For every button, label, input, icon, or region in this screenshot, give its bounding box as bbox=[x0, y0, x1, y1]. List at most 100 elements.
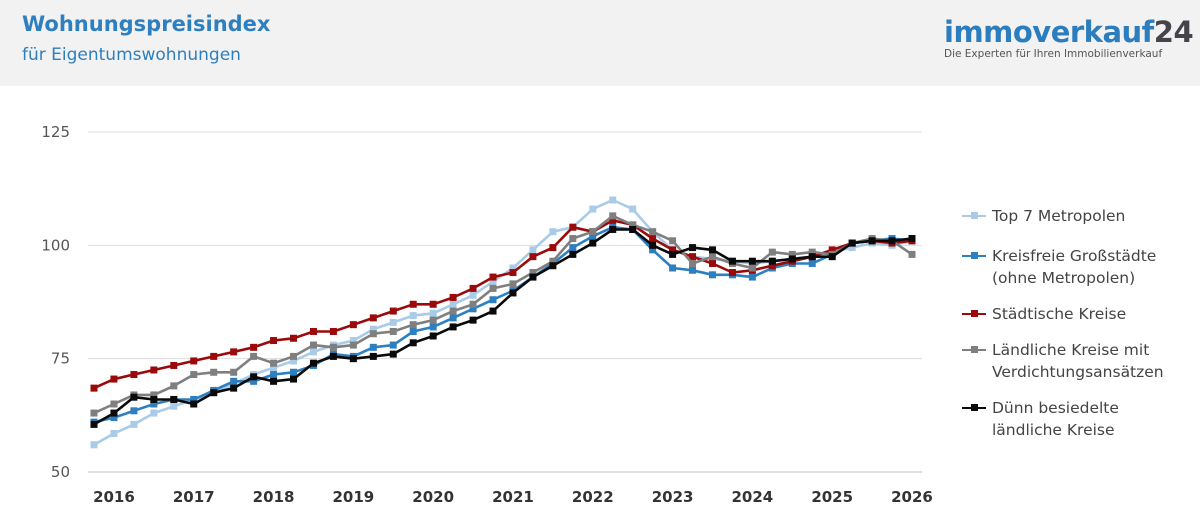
legend-item: Dünn besiedelte ländliche Kreise bbox=[962, 397, 1192, 441]
x-tick-label: 2020 bbox=[412, 488, 454, 506]
data-point bbox=[609, 216, 617, 224]
data-point bbox=[389, 307, 397, 315]
data-point bbox=[349, 355, 357, 363]
data-point bbox=[309, 341, 317, 349]
data-point bbox=[788, 250, 796, 258]
data-point bbox=[489, 278, 497, 286]
legend-swatch bbox=[962, 252, 986, 259]
data-point bbox=[669, 250, 677, 258]
x-tick-label: 2016 bbox=[93, 488, 135, 506]
data-point bbox=[369, 325, 377, 333]
data-point bbox=[649, 246, 657, 254]
data-point bbox=[808, 253, 816, 261]
data-point bbox=[728, 269, 736, 277]
legend-label: Top 7 Metropolen bbox=[992, 207, 1126, 225]
legend-swatch bbox=[962, 346, 986, 353]
data-point bbox=[290, 357, 298, 365]
data-point bbox=[290, 368, 298, 376]
data-point bbox=[689, 266, 697, 274]
legend-swatch bbox=[962, 310, 986, 317]
data-point bbox=[748, 257, 756, 265]
legend-swatch bbox=[962, 404, 986, 411]
data-point bbox=[908, 235, 916, 243]
legend-label: Städtische Kreise bbox=[992, 305, 1127, 323]
data-point bbox=[529, 273, 537, 281]
data-point bbox=[150, 391, 158, 399]
data-point bbox=[230, 368, 238, 376]
data-point bbox=[230, 384, 238, 392]
data-point bbox=[589, 228, 597, 236]
y-axis-ticks: 50 75 100 125 bbox=[41, 123, 70, 481]
data-point bbox=[190, 400, 198, 408]
data-point bbox=[369, 330, 377, 338]
x-tick-label: 2019 bbox=[332, 488, 374, 506]
data-point bbox=[150, 366, 158, 374]
data-point bbox=[728, 257, 736, 265]
data-point bbox=[170, 361, 178, 369]
x-tick-label: 2024 bbox=[732, 488, 774, 506]
data-point bbox=[230, 377, 238, 385]
data-point bbox=[130, 407, 138, 415]
legend-item: Städtische Kreise bbox=[962, 303, 1192, 325]
data-point bbox=[270, 377, 278, 385]
data-point bbox=[230, 348, 238, 356]
data-point bbox=[290, 375, 298, 383]
legend-item: Kreisfreie Großstädte (ohne Metropolen) bbox=[962, 245, 1192, 289]
data-point bbox=[489, 273, 497, 281]
y-tick-label: 100 bbox=[41, 236, 70, 254]
data-point bbox=[449, 323, 457, 331]
data-point bbox=[569, 223, 577, 231]
data-point bbox=[848, 244, 856, 252]
data-point bbox=[449, 307, 457, 315]
data-point bbox=[449, 300, 457, 308]
data-point bbox=[808, 248, 816, 256]
x-tick-label: 2017 bbox=[173, 488, 215, 506]
data-point bbox=[888, 237, 896, 245]
data-point bbox=[270, 364, 278, 372]
data-point bbox=[309, 359, 317, 367]
data-point bbox=[449, 293, 457, 301]
data-point bbox=[290, 352, 298, 360]
x-axis-ticks: 2016 2017 2018 2019 2020 2021 2022 2023 2024 2025… bbox=[93, 488, 933, 506]
data-point bbox=[549, 244, 557, 252]
y-tick-label: 125 bbox=[41, 123, 70, 141]
data-point bbox=[130, 393, 138, 401]
data-point bbox=[509, 289, 517, 297]
data-point bbox=[469, 284, 477, 292]
data-point bbox=[429, 316, 437, 324]
data-point bbox=[609, 225, 617, 233]
data-point bbox=[649, 228, 657, 236]
data-point bbox=[409, 300, 417, 308]
data-point bbox=[469, 300, 477, 308]
data-point bbox=[469, 316, 477, 324]
data-point bbox=[649, 241, 657, 249]
data-point bbox=[329, 343, 337, 351]
data-point bbox=[409, 321, 417, 329]
data-point bbox=[589, 232, 597, 240]
data-point bbox=[649, 235, 657, 243]
data-point bbox=[130, 371, 138, 379]
chart-title: Wohnungspreisindex bbox=[22, 12, 271, 36]
data-point bbox=[170, 395, 178, 403]
data-point bbox=[449, 314, 457, 322]
header-bar bbox=[0, 0, 1200, 86]
data-point bbox=[90, 409, 98, 417]
data-point bbox=[768, 248, 776, 256]
chart-subtitle: für Eigentumswohnungen bbox=[22, 45, 241, 65]
data-point bbox=[748, 273, 756, 281]
data-point bbox=[848, 239, 856, 247]
data-point bbox=[868, 237, 876, 245]
data-point bbox=[509, 280, 517, 288]
series-line bbox=[93, 198, 913, 446]
data-point bbox=[569, 250, 577, 258]
data-point bbox=[349, 337, 357, 345]
data-point bbox=[250, 377, 258, 385]
data-point bbox=[768, 262, 776, 270]
legend-label: Ländliche Kreise mit Verdichtungsansätze… bbox=[992, 341, 1164, 381]
data-point bbox=[110, 375, 118, 383]
data-point bbox=[409, 327, 417, 335]
data-point bbox=[250, 352, 258, 360]
data-point bbox=[290, 334, 298, 342]
data-point bbox=[90, 420, 98, 428]
data-point bbox=[210, 368, 218, 376]
